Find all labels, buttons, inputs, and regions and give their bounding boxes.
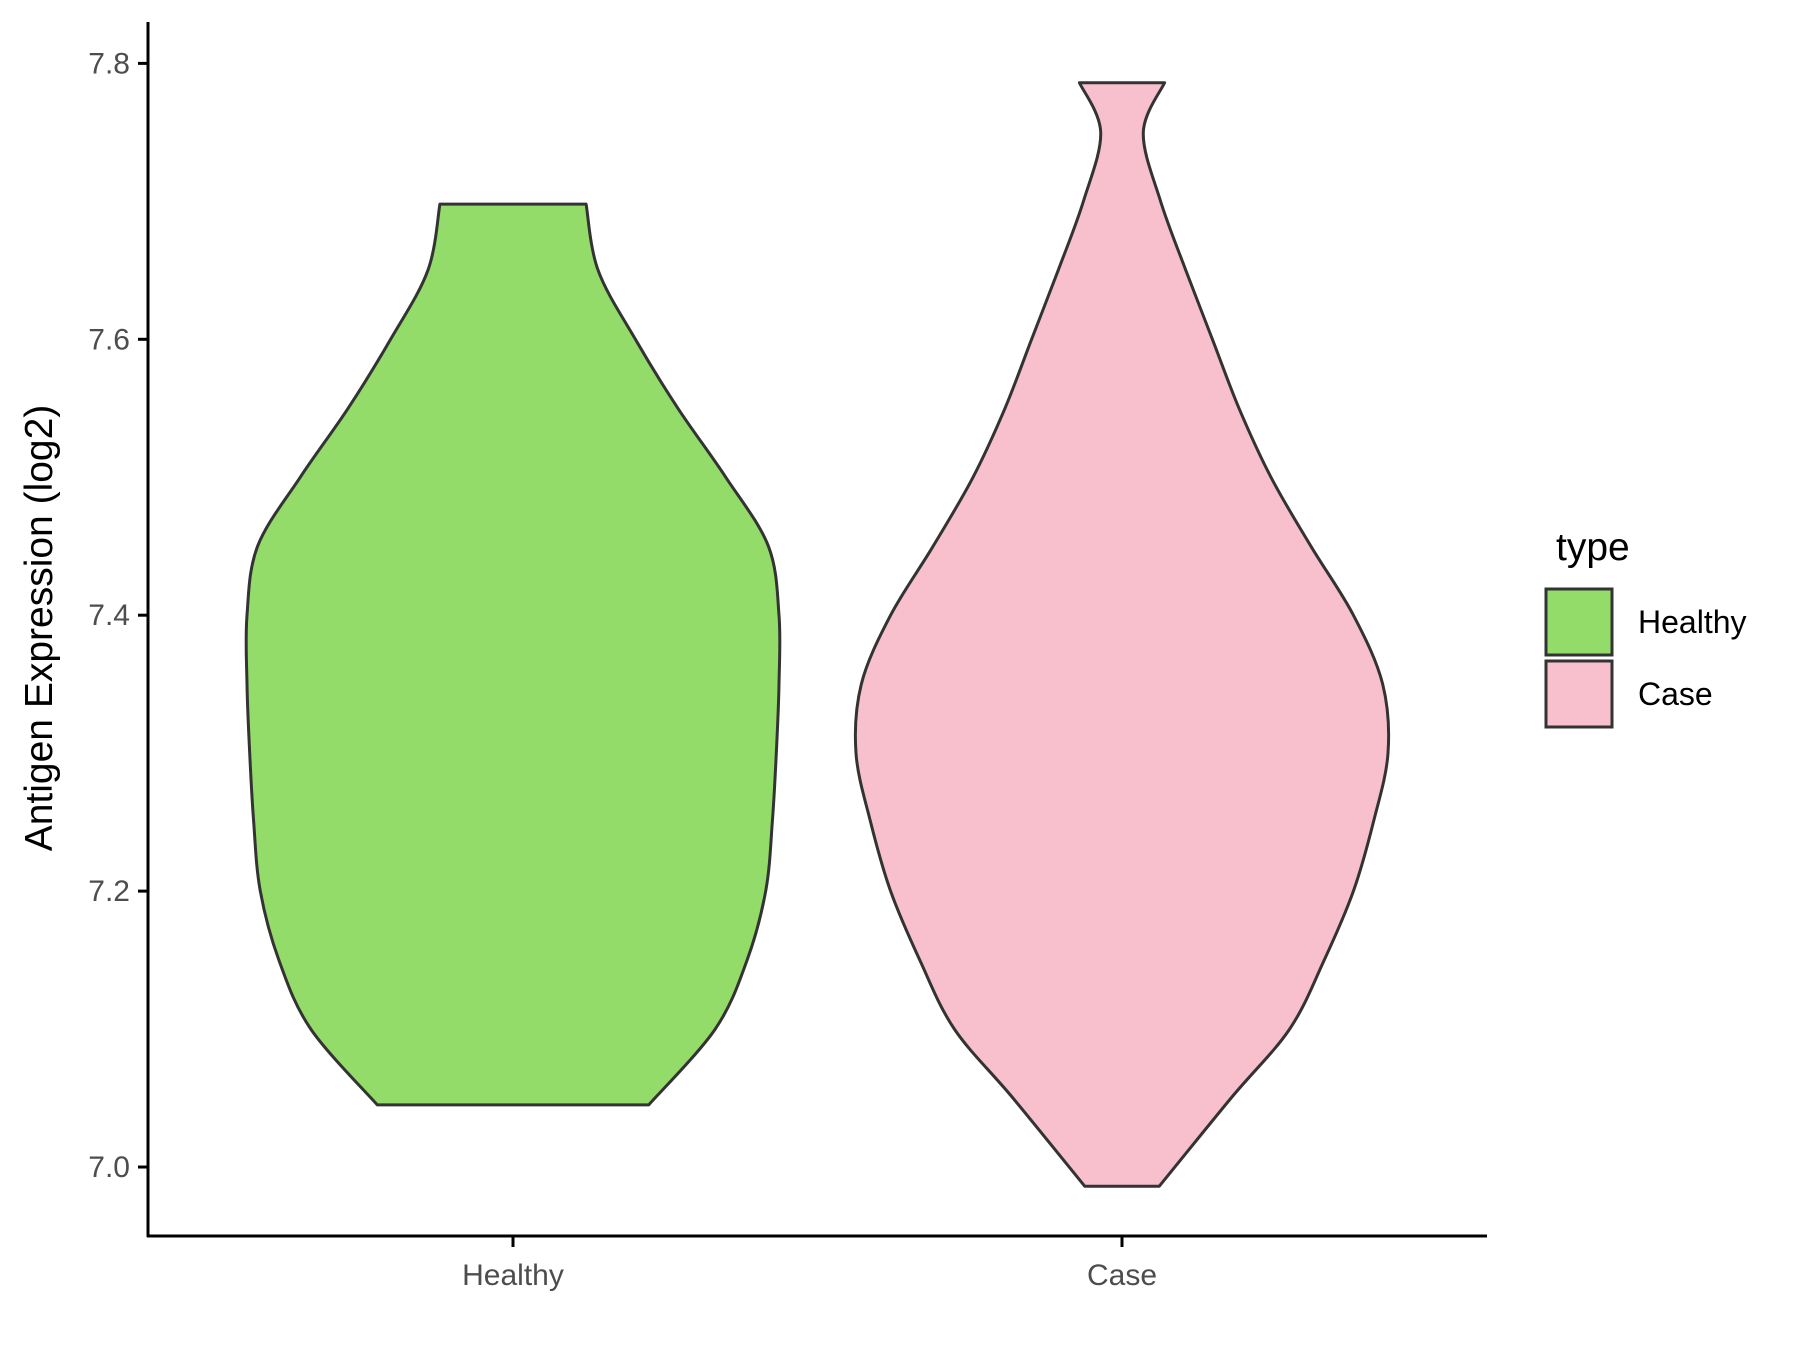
- legend: type Healthy Case: [1544, 526, 1747, 729]
- violin-layer: [244, 81, 1391, 1188]
- legend-swatch-case: [1544, 659, 1614, 729]
- x-tick-label: Case: [1087, 1259, 1157, 1292]
- violin-case: [853, 81, 1391, 1188]
- legend-label-case: Case: [1638, 676, 1713, 712]
- y-axis-ticks: 7.0 7.2 7.4 7.6 7.8: [88, 47, 148, 1184]
- y-tick-label: 7.2: [88, 875, 130, 908]
- y-tick-label: 7.4: [88, 599, 130, 632]
- y-axis-title: Antigen Expression (log2): [18, 405, 61, 852]
- y-tick-label: 7.0: [88, 1151, 130, 1184]
- violin-healthy: [244, 202, 782, 1107]
- legend-title: type: [1556, 526, 1630, 569]
- x-axis-ticks: Healthy Case: [462, 1236, 1157, 1292]
- y-tick-label: 7.8: [88, 47, 130, 80]
- y-tick-label: 7.6: [88, 323, 130, 356]
- legend-label-healthy: Healthy: [1638, 604, 1747, 640]
- x-tick-label: Healthy: [462, 1259, 564, 1292]
- legend-swatch-healthy: [1544, 587, 1614, 657]
